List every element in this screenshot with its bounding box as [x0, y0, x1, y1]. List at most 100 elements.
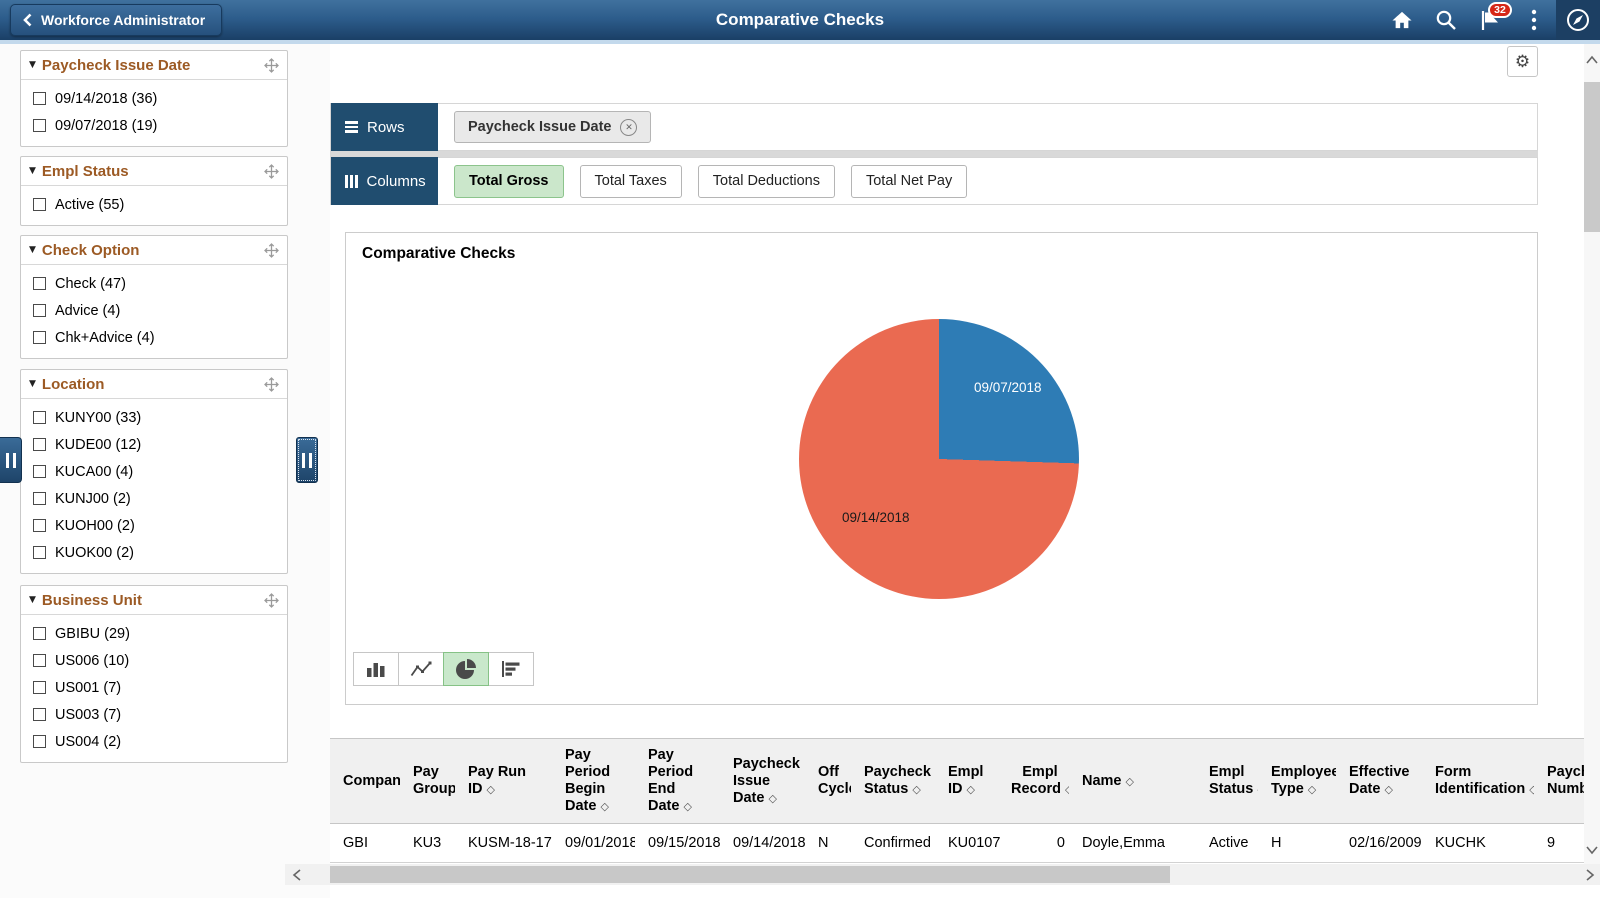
column-header-pay-group[interactable]: Pay Group◇	[400, 738, 455, 824]
facet-header[interactable]: ▼ Business Unit	[21, 586, 287, 615]
columns-axis-box[interactable]: Columns	[331, 157, 438, 205]
sort-icon[interactable]: ◇	[768, 791, 777, 805]
move-icon[interactable]	[264, 242, 279, 258]
pie-chart[interactable]	[799, 319, 1079, 599]
checkbox[interactable]	[33, 492, 46, 505]
facet-option[interactable]: KUNJ00 (2)	[33, 490, 275, 507]
checkbox[interactable]	[33, 627, 46, 640]
sort-icon[interactable]: ◇	[912, 783, 921, 796]
horizontal-scrollbar-thumb[interactable]	[330, 866, 1170, 883]
collapse-panel-handle-left[interactable]	[0, 437, 22, 483]
facet-option[interactable]: Chk+Advice (4)	[33, 329, 275, 346]
home-button[interactable]	[1380, 0, 1424, 40]
column-header-empl-status[interactable]: Empl Status◇	[1196, 738, 1258, 824]
navbar-button[interactable]	[1556, 0, 1600, 40]
facet-option[interactable]: KUNY00 (33)	[33, 409, 275, 426]
sort-icon[interactable]: ◇	[1065, 783, 1069, 796]
remove-chip-button[interactable]: ✕	[620, 118, 638, 136]
sort-icon[interactable]: ◇	[1125, 774, 1134, 788]
pie-chart-button[interactable]	[443, 652, 489, 686]
checkbox[interactable]	[33, 411, 46, 424]
settings-button[interactable]: ⚙	[1507, 46, 1538, 77]
rows-axis-box[interactable]: Rows	[331, 103, 438, 151]
collapse-arrow-icon[interactable]: ▼	[29, 595, 36, 605]
scroll-right-icon[interactable]	[1584, 868, 1596, 882]
row-chip-paycheck-issue-date[interactable]: Paycheck Issue Date ✕	[454, 111, 652, 143]
horizontal-bar-chart-button[interactable]	[488, 652, 534, 686]
checkbox[interactable]	[33, 654, 46, 667]
back-button[interactable]: Workforce Administrator	[10, 4, 223, 36]
checkbox[interactable]	[33, 708, 46, 721]
actions-menu-button[interactable]	[1512, 0, 1556, 40]
facet-option[interactable]: US004 (2)	[33, 733, 275, 750]
facet-option[interactable]: US006 (10)	[33, 652, 275, 669]
facet-option[interactable]: US001 (7)	[33, 679, 275, 696]
checkbox[interactable]	[33, 465, 46, 478]
vertical-scrollbar[interactable]	[1584, 44, 1600, 864]
collapse-arrow-icon[interactable]: ▼	[29, 166, 36, 176]
collapse-panel-handle-sidebar[interactable]	[296, 437, 318, 483]
vertical-scrollbar-thumb[interactable]	[1584, 82, 1600, 232]
bar-chart-button[interactable]	[353, 652, 399, 686]
column-header-pay-period-begin-date[interactable]: Pay Period Begin Date ◇	[552, 738, 635, 824]
checkbox[interactable]	[33, 735, 46, 748]
sort-icon[interactable]: ◇	[683, 800, 692, 813]
sort-icon[interactable]: ◇	[1257, 783, 1258, 796]
checkbox[interactable]	[33, 304, 46, 317]
column-option-total-gross[interactable]: Total Gross	[454, 164, 564, 198]
facet-header[interactable]: ▼ Paycheck Issue Date	[21, 51, 287, 80]
checkbox[interactable]	[33, 331, 46, 344]
facet-option[interactable]: KUDE00 (12)	[33, 436, 275, 453]
horizontal-scrollbar[interactable]	[285, 864, 1600, 885]
facet-header[interactable]: ▼ Check Option	[21, 236, 287, 265]
facet-header[interactable]: ▼ Empl Status	[21, 157, 287, 186]
move-icon[interactable]	[264, 57, 279, 73]
checkbox[interactable]	[33, 681, 46, 694]
facet-option[interactable]: GBIBU (29)	[33, 625, 275, 642]
sort-icon[interactable]: ◇	[1384, 783, 1393, 796]
column-option-total-deductions[interactable]: Total Deductions	[697, 164, 835, 198]
checkbox[interactable]	[33, 438, 46, 451]
facet-option[interactable]: Check (47)	[33, 275, 275, 292]
column-header-form-identification[interactable]: Form Identification◇	[1422, 738, 1534, 824]
facet-option[interactable]: KUOK00 (2)	[33, 544, 275, 561]
move-icon[interactable]	[264, 163, 279, 179]
column-header-name[interactable]: Name ◇	[1069, 738, 1196, 824]
column-header-off-cycle[interactable]: Off Cycle◇	[805, 738, 851, 824]
collapse-arrow-icon[interactable]: ▼	[29, 245, 36, 255]
facet-option[interactable]: Advice (4)	[33, 302, 275, 319]
move-icon[interactable]	[264, 592, 279, 608]
checkbox[interactable]	[33, 546, 46, 559]
column-header-pay-run-id[interactable]: Pay Run ID ◇	[455, 738, 552, 824]
column-header-paycheck-number[interactable]: Paycheck Number◇	[1534, 738, 1584, 824]
column-header-effective-date[interactable]: Effective Date ◇	[1336, 738, 1422, 824]
facet-option[interactable]: 09/14/2018 (36)	[33, 90, 275, 107]
facet-option[interactable]: 09/07/2018 (19)	[33, 117, 275, 134]
notifications-button[interactable]: 32	[1468, 0, 1512, 40]
search-button[interactable]	[1424, 0, 1468, 40]
move-icon[interactable]	[264, 376, 279, 392]
sort-icon[interactable]: ◇	[1529, 783, 1534, 796]
scroll-down-icon[interactable]	[1585, 844, 1599, 856]
column-header-company[interactable]: Company◇	[330, 738, 400, 824]
line-chart-button[interactable]	[398, 652, 444, 686]
facet-option[interactable]: KUCA00 (4)	[33, 463, 275, 480]
checkbox[interactable]	[33, 119, 46, 132]
facet-header[interactable]: ▼ Location	[21, 370, 287, 399]
scroll-up-icon[interactable]	[1585, 54, 1599, 66]
facet-option[interactable]: US003 (7)	[33, 706, 275, 723]
column-header-empl-record[interactable]: Empl Record◇	[1011, 738, 1069, 824]
sort-icon[interactable]: ◇	[966, 783, 975, 796]
checkbox[interactable]	[33, 198, 46, 211]
column-header-empl-id[interactable]: Empl ID ◇	[935, 738, 1011, 824]
facet-option[interactable]: KUOH00 (2)	[33, 517, 275, 534]
sort-icon[interactable]: ◇	[600, 800, 609, 813]
column-option-total-taxes[interactable]: Total Taxes	[579, 164, 682, 198]
column-header-paycheck-status[interactable]: Paycheck Status ◇	[851, 738, 935, 824]
column-header-paycheck-issue-date[interactable]: Paycheck Issue Date ◇	[720, 738, 805, 824]
scroll-left-icon[interactable]	[291, 868, 303, 882]
sort-icon[interactable]: ◇	[1307, 783, 1317, 796]
checkbox[interactable]	[33, 92, 46, 105]
column-header-employee-type[interactable]: Employee Type ◇	[1258, 738, 1336, 824]
facet-option[interactable]: Active (55)	[33, 196, 275, 213]
